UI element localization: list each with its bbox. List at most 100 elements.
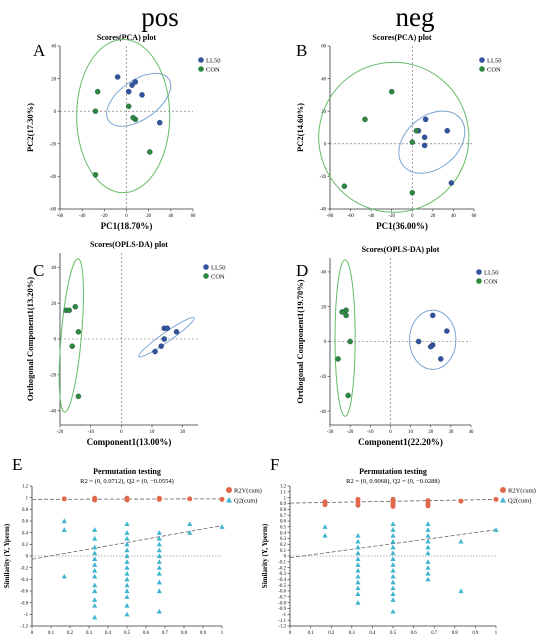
data-point-q2 bbox=[124, 594, 130, 599]
y-tick-label: -0.4 bbox=[278, 578, 286, 583]
x-tick-label: -40 bbox=[79, 214, 86, 219]
data-point-q2 bbox=[92, 573, 98, 579]
data-point-q2 bbox=[187, 521, 193, 526]
chart-title: Scores(PCA) plot bbox=[372, 33, 432, 42]
chart-title: Permutation testing bbox=[359, 467, 427, 476]
data-point-con bbox=[75, 329, 82, 335]
data-point-ll50 bbox=[152, 348, 158, 355]
x-tick-label: 0.3 bbox=[86, 631, 93, 636]
confidence-ellipse-ll50 bbox=[398, 110, 466, 174]
data-point-q2 bbox=[124, 553, 130, 559]
chart-panel-b: B Scores(PCA) plot -80 -60 -40 -20 0 20 40 60 -40 -… bbox=[295, 33, 501, 231]
x-tick-label: -60 bbox=[347, 214, 354, 219]
confidence-ellipse-ll50 bbox=[138, 316, 195, 358]
y-tick-label: -40 bbox=[320, 410, 327, 415]
legend-label: CON bbox=[484, 279, 498, 286]
y-tick-label: 0.6 bbox=[280, 520, 287, 525]
legend-marker-ll50 bbox=[198, 57, 204, 63]
y-tick-label: 1.2 bbox=[22, 485, 29, 490]
data-point-con bbox=[388, 88, 395, 95]
legend-label: R2Y(cum) bbox=[234, 488, 262, 495]
y-tick-label: 40 bbox=[321, 77, 326, 82]
legend-label: Q2(cum) bbox=[234, 498, 257, 505]
x-tick-label: 0.6 bbox=[411, 631, 418, 636]
x-tick-label: -80 bbox=[327, 214, 334, 219]
legend-marker-r2y bbox=[500, 487, 506, 493]
legend-label: Q2(cum) bbox=[508, 498, 531, 505]
data-point-r2y bbox=[187, 496, 193, 502]
data-point-q2 bbox=[355, 567, 361, 573]
y-tick-label: -40 bbox=[320, 208, 327, 213]
data-point-q2 bbox=[458, 538, 464, 544]
data-point-q2 bbox=[92, 597, 98, 602]
x-axis-label: PC1(18.70%) bbox=[101, 221, 153, 231]
legend-marker-r2y bbox=[226, 487, 232, 493]
x-tick-label: 0.1 bbox=[308, 631, 315, 636]
data-point-q2 bbox=[390, 597, 396, 602]
chart-panel-e: E Permutation testing R2 = (0, 0.9712), Q2… bbox=[3, 455, 262, 636]
y-tick-label: 20 bbox=[321, 305, 326, 310]
y-tick-label: -0.1 bbox=[278, 561, 286, 566]
x-tick-label: 0 bbox=[389, 430, 392, 435]
x-tick-label: 0 bbox=[411, 214, 414, 219]
data-point-q2 bbox=[390, 527, 396, 532]
y-tick-label: -20 bbox=[320, 375, 327, 380]
y-tick-label: -1.2 bbox=[20, 625, 28, 630]
y-tick-label: -0.6 bbox=[278, 590, 286, 595]
data-point-q2 bbox=[425, 576, 431, 582]
data-point-q2 bbox=[124, 535, 130, 541]
data-point-ll50 bbox=[173, 329, 180, 335]
legend-label: LL50 bbox=[487, 58, 501, 65]
data-point-q2 bbox=[92, 614, 98, 620]
data-point-q2 bbox=[156, 541, 162, 547]
data-point-q2 bbox=[124, 588, 130, 594]
y-tick-label: 0 bbox=[26, 555, 29, 560]
data-point-q2 bbox=[92, 556, 98, 561]
data-point-q2 bbox=[355, 600, 361, 605]
data-point-q2 bbox=[92, 550, 98, 556]
y-tick-label: 0.6 bbox=[22, 520, 29, 525]
data-point-q2 bbox=[156, 553, 162, 559]
data-point-r2y bbox=[219, 496, 225, 502]
data-point-q2 bbox=[390, 538, 396, 544]
x-tick-label: 0.2 bbox=[328, 631, 335, 636]
data-point-q2 bbox=[124, 559, 130, 564]
data-point-r2y bbox=[156, 495, 162, 501]
data-point-q2 bbox=[355, 579, 361, 585]
data-point-q2 bbox=[355, 573, 361, 579]
y-tick-label: 0 bbox=[284, 555, 287, 560]
chart-title: Permutation testing bbox=[93, 467, 161, 476]
x-tick-label: 0.1 bbox=[48, 631, 55, 636]
data-point-ll50 bbox=[158, 343, 164, 349]
y-tick-label: -1 bbox=[24, 613, 29, 618]
y-axis-label: Similarity (Y, Yperm) bbox=[261, 523, 269, 588]
panel-letter: F bbox=[270, 455, 279, 474]
data-point-q2 bbox=[425, 565, 431, 570]
y-tick-label: -20 bbox=[320, 175, 327, 180]
data-point-ll50 bbox=[427, 343, 434, 350]
y-tick-label: 0.2 bbox=[22, 543, 29, 548]
y-tick-label: 20 bbox=[321, 110, 326, 115]
data-point-ll50 bbox=[421, 134, 428, 141]
data-point-ll50 bbox=[132, 79, 139, 85]
data-point-q2 bbox=[355, 550, 361, 556]
data-point-q2 bbox=[425, 570, 431, 576]
y-axis-label: Orthogonal Component1(13.20%) bbox=[25, 277, 35, 401]
x-tick-label: 30 bbox=[448, 430, 453, 435]
data-point-q2 bbox=[390, 591, 396, 596]
x-tick-label: 0.8 bbox=[181, 631, 188, 636]
data-point-q2 bbox=[156, 530, 162, 535]
x-tick-label: 0.3 bbox=[349, 631, 356, 636]
data-point-q2 bbox=[390, 550, 396, 556]
data-point-ll50 bbox=[161, 336, 168, 342]
x-tick-label: -10 bbox=[87, 430, 94, 435]
legend-label: LL50 bbox=[206, 58, 220, 65]
data-point-con bbox=[147, 149, 153, 155]
y-axis-label: Orthogonal Component1(19.70%) bbox=[295, 279, 305, 403]
data-point-r2y bbox=[355, 502, 361, 508]
data-point-q2 bbox=[92, 588, 98, 594]
x-tick-label: 0.8 bbox=[452, 631, 459, 636]
panel-letter: D bbox=[296, 261, 308, 280]
x-tick-label: 0.6 bbox=[143, 631, 150, 636]
